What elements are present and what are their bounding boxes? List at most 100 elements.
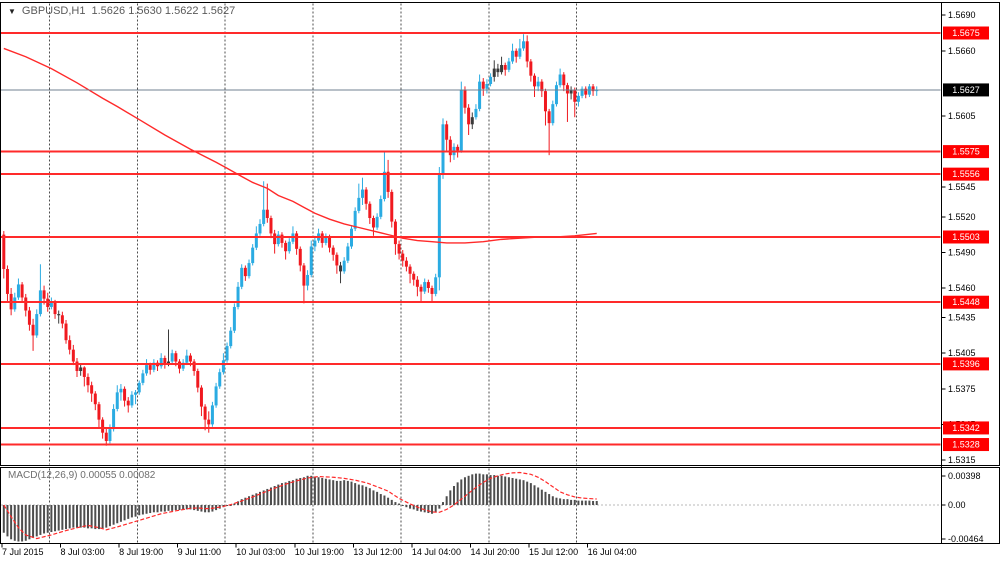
candle-body [13, 297, 17, 310]
candle-body [287, 241, 291, 252]
price-tick-label: 1.5545 [948, 182, 976, 192]
macd-histogram-bar [577, 500, 580, 505]
candle-body [203, 406, 207, 420]
macd-histogram-bar [35, 505, 38, 537]
macd-histogram-bar [28, 505, 31, 540]
candle-body [547, 111, 551, 124]
macd-histogram-bar [167, 505, 170, 511]
macd-histogram-bar [138, 505, 141, 516]
macd-histogram-bar [526, 481, 529, 505]
macd-histogram-bar [562, 499, 565, 505]
macd-histogram-bar [94, 505, 97, 530]
macd-histogram-bar [178, 505, 181, 511]
candle-body [101, 419, 105, 433]
macd-histogram-bar [394, 502, 397, 505]
candle-body [298, 248, 302, 266]
macd-histogram-bar [72, 505, 75, 528]
macd-histogram-bar [321, 477, 324, 505]
macd-histogram-bar [24, 505, 27, 541]
price-level-badge: 1.5503 [952, 232, 980, 242]
macd-histogram-bar [119, 505, 122, 522]
macd-histogram-bar [555, 497, 558, 505]
candle-body [331, 247, 335, 255]
candle-body [430, 287, 434, 294]
time-tick-label: 10 Jul 03:00 [236, 547, 285, 557]
macd-histogram-bar [529, 483, 532, 505]
candle-body [71, 349, 75, 362]
candle-body [554, 85, 558, 105]
candle-body [280, 234, 284, 243]
candle-body [375, 216, 379, 228]
candle-body [357, 197, 361, 211]
candle-body [485, 83, 489, 89]
macd-histogram-bar [595, 500, 598, 505]
macd-histogram-bar [504, 476, 507, 505]
candle-body [536, 81, 540, 87]
candle-body [441, 124, 445, 175]
candle-body [232, 306, 236, 331]
candle-body [262, 209, 266, 224]
macd-histogram-bar [123, 505, 126, 521]
candle-body [580, 88, 584, 96]
macd-histogram-bar [112, 505, 115, 525]
macd-histogram-bar [548, 494, 551, 505]
macd-histogram-bar [61, 505, 64, 530]
candle-body [339, 265, 343, 272]
macd-histogram-bar [515, 478, 518, 505]
macd-histogram-bar [310, 475, 313, 505]
candle-body [467, 107, 471, 125]
macd-histogram-bar [215, 505, 218, 511]
macd-histogram-bar [79, 505, 82, 528]
macd-histogram-bar [39, 505, 42, 535]
macd-histogram-bar [442, 502, 444, 505]
candle-body [404, 260, 408, 267]
macd-histogram-bar [284, 482, 287, 505]
macd-histogram-bar [145, 505, 148, 514]
macd-histogram-bar [248, 496, 251, 505]
candle-body [382, 171, 386, 200]
current-price-badge: 1.5627 [952, 85, 980, 95]
macd-histogram-bar [460, 479, 463, 505]
symbol-dropdown-icon[interactable]: ▼ [8, 6, 16, 16]
macd-histogram-bar [251, 494, 254, 505]
macd-histogram-bar [361, 485, 364, 505]
candle-body [218, 372, 222, 387]
candle-body [163, 357, 167, 364]
candle-body [141, 373, 145, 383]
candle-body [284, 242, 288, 252]
macd-histogram-bar [485, 474, 488, 505]
macd-histogram-bar [401, 505, 404, 506]
price-tick-label: 1.5460 [948, 283, 976, 293]
candle-body [64, 323, 68, 341]
candle-body [543, 91, 547, 112]
macd-histogram-bar [500, 475, 503, 505]
macd-histogram-bar [130, 505, 133, 518]
macd-histogram-bar [570, 499, 573, 505]
macd-histogram-bar [32, 505, 35, 538]
candle-body [258, 223, 262, 234]
macd-histogram-bar [489, 475, 492, 505]
macd-histogram-bar [540, 489, 543, 505]
macd-histogram-bar [346, 480, 349, 505]
macd-histogram-bar [452, 486, 455, 505]
candle-body [533, 75, 536, 87]
candle-body [463, 89, 467, 108]
candle-body [569, 89, 573, 94]
price-level-badge-box [943, 230, 989, 244]
candle-body [393, 221, 397, 245]
candle-body [353, 210, 357, 229]
macd-histogram-bar [269, 487, 272, 505]
candle-body [346, 246, 350, 261]
macd-histogram-bar [313, 476, 316, 505]
macd-histogram-bar [10, 505, 13, 540]
macd-histogram-bar [522, 480, 525, 505]
candle-body [90, 385, 94, 394]
candle-body [456, 146, 460, 151]
candle-body [86, 376, 90, 386]
macd-histogram-bar [229, 505, 232, 506]
macd-histogram-bar [409, 505, 412, 509]
macd-tick-label: -0.00464 [948, 534, 984, 544]
macd-histogram-bar [105, 505, 108, 528]
candle-body [313, 240, 317, 247]
